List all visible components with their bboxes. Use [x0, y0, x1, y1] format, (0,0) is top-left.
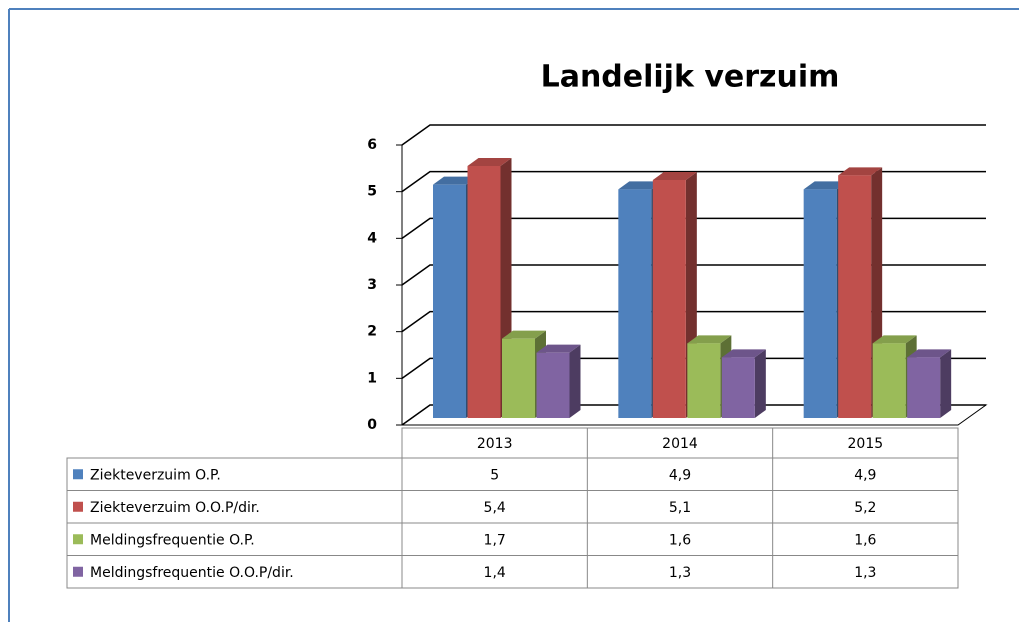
y-tick-label: 1: [367, 370, 377, 386]
bar-top: [907, 349, 952, 358]
bar-top: [803, 181, 848, 190]
bar-front: [652, 180, 686, 418]
bar-top: [652, 172, 697, 180]
grid-line: [401, 357, 986, 379]
legend-label: Ziekteverzuim O.O.P/dir.: [90, 500, 260, 516]
bar-top: [721, 349, 766, 358]
grid-line: [401, 264, 986, 286]
bar-front: [433, 184, 466, 418]
y-tick-label: 6: [367, 137, 377, 153]
chart-title: Landelijk verzuim: [541, 60, 840, 95]
data-label: 5,4: [484, 500, 506, 516]
data-label: 5,1: [669, 500, 691, 516]
x-tick-label: 2015: [848, 436, 884, 452]
y-tick-label: 0: [367, 417, 377, 433]
bar-front: [467, 166, 501, 418]
bar-top: [687, 335, 732, 344]
bar-top: [838, 167, 883, 176]
x-tick-label: 2014: [662, 436, 698, 452]
y-tick-label: 3: [367, 277, 377, 293]
legend-label: Ziekteverzuim O.P.: [90, 467, 221, 483]
bar-top: [433, 176, 477, 185]
legend-swatch: [73, 469, 83, 480]
legend-label: Meldingsfrequentie O.P.: [90, 532, 255, 548]
grid-line: [401, 170, 986, 193]
grid-line: [401, 124, 986, 146]
data-label: 1,6: [669, 532, 691, 548]
bar: [907, 349, 952, 418]
bar-side: [754, 349, 766, 418]
grid-line: [401, 310, 986, 333]
y-tick-label: 5: [367, 184, 377, 200]
bar-front: [721, 357, 755, 418]
bar-front: [872, 343, 906, 418]
bar: [536, 344, 581, 418]
y-tick-label: 4: [367, 230, 377, 246]
data-label: 1,3: [854, 565, 876, 581]
bar-top: [872, 335, 917, 344]
bar-top: [618, 181, 663, 190]
y-tick-label: 2: [367, 324, 377, 340]
data-label: 4,9: [669, 467, 691, 483]
data-label: 1,6: [854, 532, 876, 548]
legend-swatch: [73, 501, 83, 512]
legend-swatch: [73, 534, 83, 545]
x-tick-label: 2013: [477, 436, 513, 452]
legend-swatch: [73, 566, 83, 577]
bar-side: [940, 349, 952, 418]
data-label: 1,7: [484, 532, 506, 548]
bar-front: [618, 189, 652, 418]
bar-front: [803, 189, 837, 418]
bar-front: [687, 343, 721, 418]
bar-front: [536, 352, 570, 418]
data-label: 1,3: [669, 565, 691, 581]
grid-line: [401, 404, 986, 426]
data-label: 5: [490, 467, 499, 483]
bar-front: [907, 357, 941, 418]
legend-label: Meldingsfrequentie O.O.P/dir.: [90, 565, 294, 581]
grid-line: [401, 217, 986, 239]
bar-top: [536, 344, 581, 353]
bar-front: [502, 338, 535, 418]
bar: [721, 349, 766, 418]
bar-side: [569, 344, 581, 418]
data-label: 4,9: [854, 467, 876, 483]
data-label: 1,4: [484, 565, 506, 581]
bar-top: [467, 158, 512, 166]
data-label: 5,2: [854, 500, 876, 516]
bar-top: [502, 330, 546, 339]
bar-front: [838, 175, 872, 418]
